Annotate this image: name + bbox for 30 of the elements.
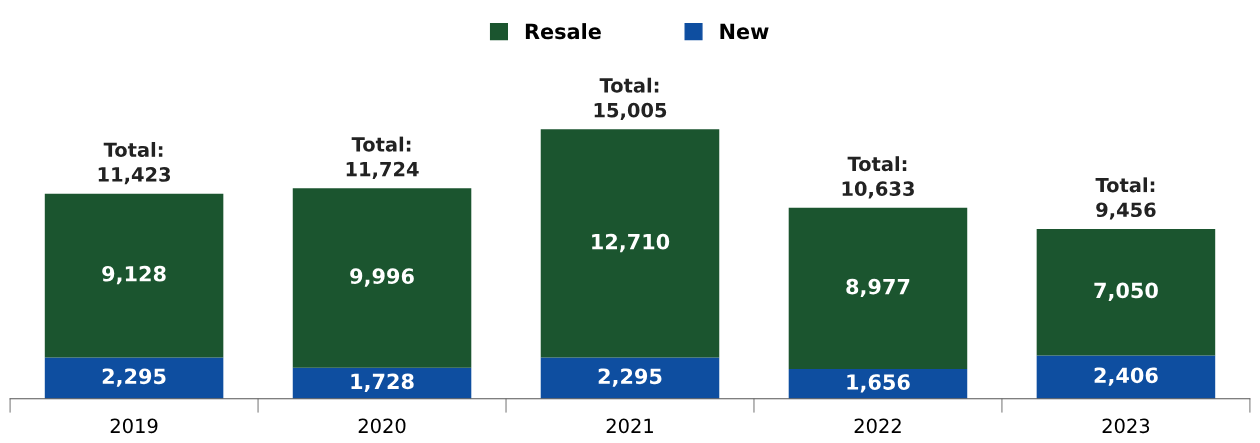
legend-label: Resale [525, 23, 601, 40]
total-label: Total: 9,456 [1095, 177, 1156, 220]
bar [1036, 228, 1216, 356]
data-label: 9,996 [350, 268, 414, 287]
data-label: 12,710 [592, 233, 670, 253]
data-label: 1,728 [351, 373, 414, 392]
bar [540, 357, 720, 399]
total-label: Total: 11,423 [98, 142, 171, 185]
bar [540, 129, 720, 358]
bar [292, 188, 472, 368]
total-label: Total: 15,005 [594, 77, 667, 120]
data-label: 9,128 [102, 265, 166, 285]
legend-label: New [720, 23, 769, 40]
x-tick-label: 2023 [1102, 418, 1150, 434]
bar [1036, 355, 1216, 399]
x-tick-label: 2019 [110, 418, 158, 434]
bar [788, 207, 968, 369]
data-label: 2,295 [598, 368, 662, 387]
total-label: Total: 10,633 [842, 156, 914, 199]
x-tick-label: 2020 [358, 418, 406, 434]
x-tick-label: 2021 [606, 418, 653, 434]
total-label: Total: 11,724 [346, 136, 419, 179]
data-label: 1,656 [847, 374, 910, 393]
data-label: 7,050 [1094, 282, 1158, 301]
bar [44, 193, 224, 358]
bar [44, 357, 224, 399]
data-label: 8,977 [846, 278, 910, 298]
data-label: 2,406 [1094, 367, 1158, 386]
x-tick-label: 2022 [854, 418, 901, 434]
data-label: 2,295 [102, 368, 166, 387]
